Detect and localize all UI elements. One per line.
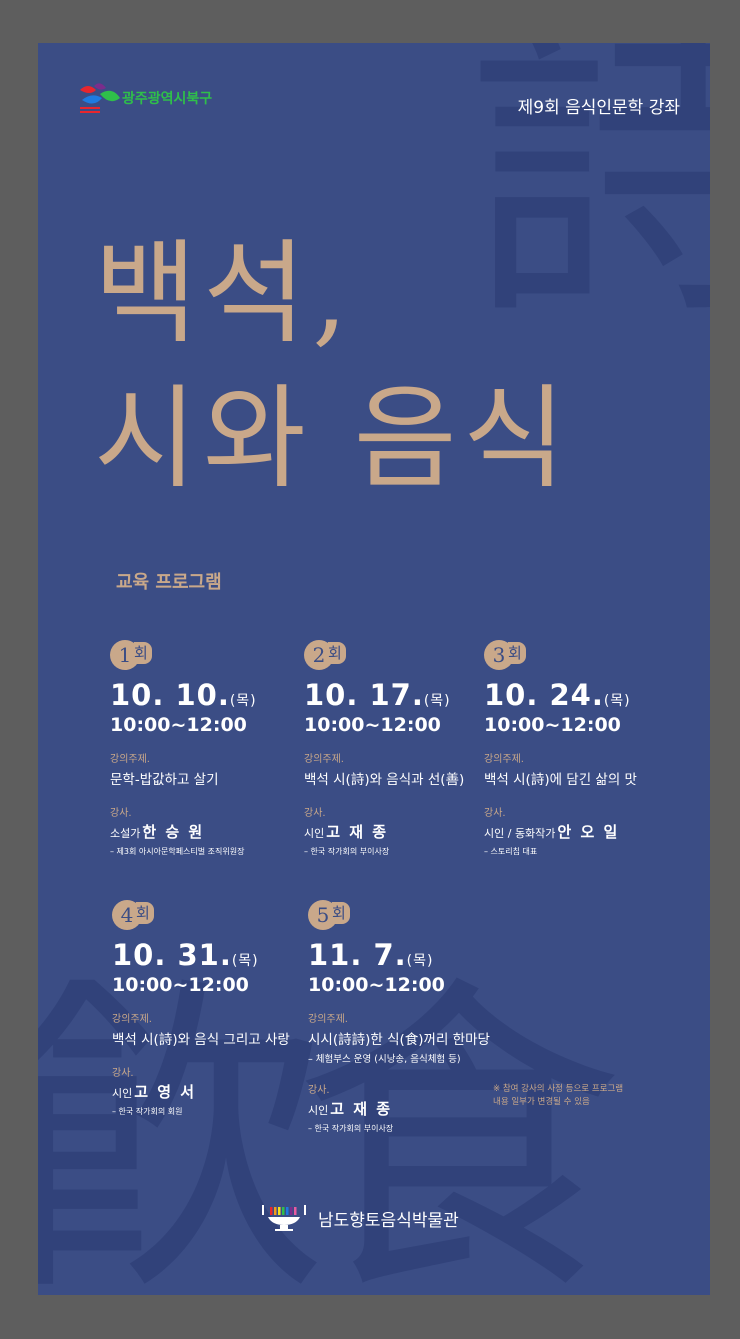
session-time: 10:00~12:00 <box>484 714 621 736</box>
lecturer-role: 시인 / 동화작가 <box>484 827 556 840</box>
session-unit: 회 <box>508 642 526 664</box>
session-date: 10. 17. <box>304 678 424 712</box>
museum-logo-icon <box>262 1205 306 1231</box>
lecturer-role: 소설가 <box>110 827 141 840</box>
program-heading: 교육 프로그램 <box>116 572 222 593</box>
poster: 詩 飮 食 광주광역시북구 제9회 음식인문학 강좌 백석, 시와 음식 교육 … <box>38 43 710 1295</box>
session-number: 4 <box>112 900 142 930</box>
session-date: 10. 10. <box>110 678 230 712</box>
session-unit: 회 <box>332 902 350 924</box>
topic-label: 강의주제. <box>304 754 344 765</box>
session-topic: 백석 시(詩)와 음식과 선(善) <box>304 772 465 788</box>
lecturer-name: 안 오 일 <box>557 823 620 841</box>
lecturer-label: 강사. <box>484 808 506 819</box>
decorative-food-character: 食 <box>293 951 623 1295</box>
series-title: 제9회 음식인문학 강좌 <box>517 98 680 118</box>
session-day: (목) <box>231 953 259 969</box>
session-date-line: 10. 31.(목) <box>112 938 302 972</box>
session-day: (목) <box>229 693 257 709</box>
lecturer-note: – 한국 작가회의 부이사장 <box>304 847 390 856</box>
lecturer-label: 강사. <box>110 808 132 819</box>
session-topic: 시시(詩詩)한 식(食)꺼리 한마당 <box>308 1032 490 1048</box>
museum-footer: 남도향토음식박물관 <box>260 1203 459 1233</box>
lecturer-line: 시인 고 재 종 <box>304 821 494 842</box>
lecturer-line: 시인 고 재 종 <box>308 1098 498 1119</box>
session-date: 11. 7. <box>308 938 407 972</box>
session-time: 10:00~12:00 <box>112 974 249 996</box>
lecturer-note: – 제3회 아시아문학페스티벌 조직위원장 <box>110 847 245 856</box>
main-title-line-2: 시와 음식 <box>94 374 572 504</box>
lecturer-label: 강사. <box>308 1085 330 1096</box>
lecturer-line: 시인 / 동화작가 안 오 일 <box>484 821 674 842</box>
lecturer-name: 한 승 원 <box>142 823 205 841</box>
session-date-line: 10. 17.(목) <box>304 678 494 712</box>
lecturer-label: 강사. <box>112 1068 134 1079</box>
lecturer-note: – 스토리칩 대표 <box>484 847 538 856</box>
session-time: 10:00~12:00 <box>304 714 441 736</box>
session-day: (목) <box>603 693 631 709</box>
session-time: 10:00~12:00 <box>308 974 445 996</box>
session-topic: 백석 시(詩)에 담긴 삶의 맛 <box>484 772 637 788</box>
topic-label: 강의주제. <box>308 1014 348 1025</box>
session-date: 10. 31. <box>112 938 232 972</box>
decorative-poem-character: 詩 <box>468 43 710 360</box>
session-time: 10:00~12:00 <box>110 714 247 736</box>
gwangju-bukgu-logo-icon <box>80 83 120 113</box>
lecturer-name: 고 재 종 <box>330 1100 393 1118</box>
lecturer-label: 강사. <box>304 808 326 819</box>
session-date-line: 11. 7.(목) <box>308 938 498 972</box>
schedule-change-notice: ※ 참여 강사의 사정 등으로 프로그램 내용 일부가 변경될 수 있음 <box>493 1083 683 1109</box>
session-date-line: 10. 24.(목) <box>484 678 674 712</box>
main-title-line-1: 백석, <box>94 229 354 359</box>
lecturer-line: 시인 고 영 서 <box>112 1081 302 1102</box>
decorative-drink-character: 飮 <box>38 951 328 1295</box>
session-unit: 회 <box>136 902 154 924</box>
topic-label: 강의주제. <box>110 754 150 765</box>
session-date-line: 10. 10.(목) <box>110 678 300 712</box>
lecturer-name: 고 영 서 <box>134 1083 197 1101</box>
lecturer-name: 고 재 종 <box>326 823 389 841</box>
topic-label: 강의주제. <box>112 1014 152 1025</box>
organizer-name: 광주광역시북구 <box>122 91 213 107</box>
session-topic: 백석 시(詩)와 음식 그리고 사랑 <box>112 1032 290 1048</box>
session-topic: 문학-밥값하고 살기 <box>110 772 219 788</box>
topic-label: 강의주제. <box>484 754 524 765</box>
notice-line-2: 내용 일부가 변경될 수 있음 <box>493 1097 590 1107</box>
museum-name: 남도향토음식박물관 <box>318 1210 459 1231</box>
lecturer-role: 시인 <box>304 827 325 840</box>
lecturer-note: – 한국 작가회의 부이사장 <box>308 1124 394 1133</box>
organizer-logo: 광주광역시북구 <box>76 80 212 116</box>
lecturer-role: 시인 <box>308 1104 329 1117</box>
session-topic-note: – 체험부스 운영 (시낭송, 음식체험 등) <box>308 1054 461 1065</box>
session-day: (목) <box>406 953 434 969</box>
session-unit: 회 <box>328 642 346 664</box>
session-day: (목) <box>423 693 451 709</box>
lecturer-note: – 한국 작가회의 회원 <box>112 1107 183 1116</box>
notice-line-1: ※ 참여 강사의 사정 등으로 프로그램 <box>493 1084 624 1094</box>
session-unit: 회 <box>134 642 152 664</box>
lecturer-line: 소설가 한 승 원 <box>110 821 300 842</box>
lecturer-role: 시인 <box>112 1087 133 1100</box>
session-date: 10. 24. <box>484 678 604 712</box>
